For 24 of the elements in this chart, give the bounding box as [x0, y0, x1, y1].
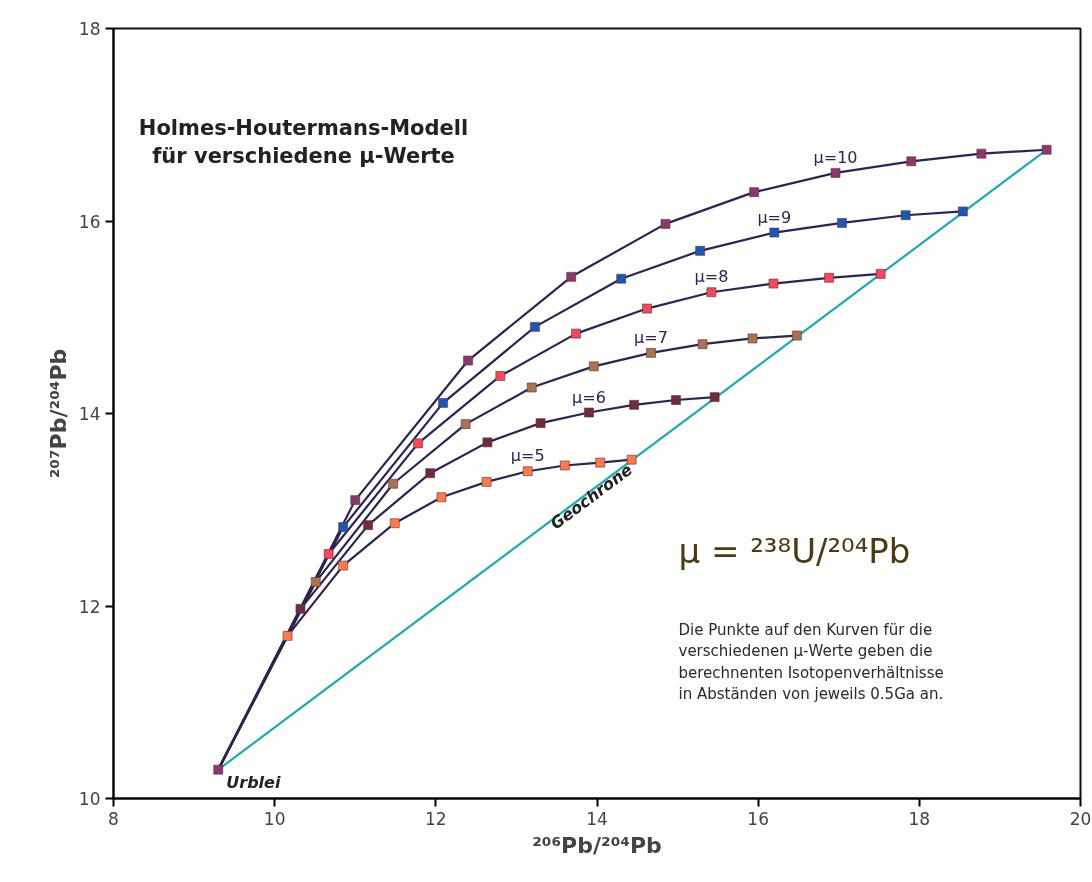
x-tick-label: 8: [108, 808, 119, 829]
y-tick-label: 14: [78, 404, 101, 424]
y-tick-label: 16: [78, 211, 101, 232]
text: Holmes-Houtermans-Modell für verschiedene μ-Werte: [138, 115, 469, 169]
series-label: μ=7: [634, 327, 668, 347]
series-label: μ=9: [757, 207, 792, 227]
x-tick-label: 12: [425, 808, 447, 829]
y-axis-title: ²⁰⁷Pb/²⁰⁴Pb: [45, 348, 71, 479]
y-tick-label: 10: [78, 789, 101, 809]
x-tick-label: 16: [747, 808, 769, 829]
annotation: Die Punkte auf den Kurven für die verschiedenen μ-Werte geben die berechnenten Isotopenverhältnisse in Abständen von jeweils 0.5Ga an.: [678, 620, 944, 704]
x-tick-label: 20: [1069, 808, 1092, 829]
series-label: μ=8: [694, 267, 729, 287]
x-tick-label: 14: [586, 808, 608, 829]
x-axis-title: ²⁰⁶Pb/²⁰⁴Pb: [532, 832, 662, 858]
series-label: μ=10: [813, 147, 858, 167]
y-tick-label: 18: [78, 19, 101, 39]
series-label: μ=5: [510, 446, 545, 466]
annotation: μ = ²³⁸U/²⁰⁴Pb: [678, 530, 911, 571]
annotation: Urblei: [226, 772, 281, 792]
series-label: μ=6: [572, 387, 606, 407]
y-tick-label: 12: [78, 596, 101, 617]
x-tick-label: 10: [263, 808, 286, 829]
x-tick-label: 18: [908, 808, 931, 829]
